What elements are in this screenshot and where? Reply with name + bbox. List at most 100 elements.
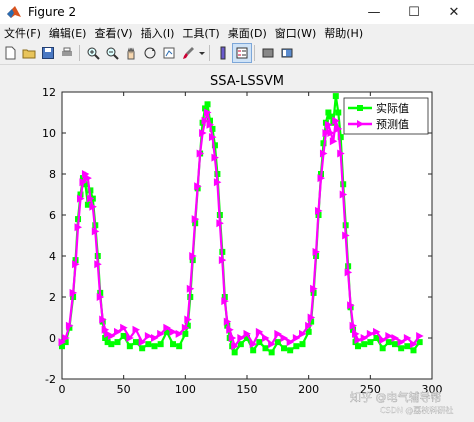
data-point-actual bbox=[145, 341, 152, 348]
zoom-out-icon[interactable] bbox=[103, 44, 121, 62]
x-tick-label: 250 bbox=[360, 383, 381, 396]
legend-icon[interactable] bbox=[232, 43, 252, 63]
colorbar-icon[interactable] bbox=[214, 44, 232, 62]
menu-view[interactable]: 查看(V) bbox=[94, 27, 133, 40]
data-point-predicted bbox=[280, 334, 288, 342]
data-point-actual bbox=[287, 347, 294, 354]
toolbar-separator bbox=[209, 45, 210, 61]
data-point-predicted bbox=[94, 260, 102, 269]
figure-canvas: SSA-LSSVM 0 50 100 150 200 250 300 -2 0 2 4 6 8 10 12 … bbox=[0, 65, 474, 419]
data-point-predicted bbox=[329, 137, 338, 146]
data-point-predicted bbox=[213, 178, 222, 187]
legend-marker-predicted bbox=[357, 120, 364, 128]
data-point-actual bbox=[82, 181, 89, 188]
data-point-predicted bbox=[317, 174, 325, 183]
data-point-predicted bbox=[344, 268, 353, 277]
data-point-actual bbox=[182, 330, 189, 337]
data-point-predicted bbox=[138, 338, 147, 347]
menu-edit[interactable]: 编辑(E) bbox=[48, 27, 87, 40]
data-point-predicted bbox=[354, 336, 362, 345]
menu-tools[interactable]: 工具(T) bbox=[182, 27, 220, 40]
legend-label-predicted: 预测值 bbox=[376, 118, 409, 131]
data-point-predicted bbox=[99, 315, 107, 324]
data-point-actual bbox=[170, 341, 176, 348]
legend-box bbox=[343, 97, 429, 135]
data-point-predicted bbox=[86, 194, 95, 203]
data-point-actual bbox=[224, 322, 231, 329]
data-point-actual bbox=[104, 339, 111, 346]
rotate-3d-icon[interactable] bbox=[141, 44, 159, 62]
data-point-predicted bbox=[196, 149, 205, 158]
data-point-predicted bbox=[366, 329, 375, 338]
x-tick-label: 50 bbox=[117, 383, 131, 396]
minimize-button[interactable]: — bbox=[367, 4, 381, 20]
data-point-predicted bbox=[191, 215, 200, 224]
menu-file[interactable]: 文件(F) bbox=[4, 27, 41, 40]
data-point-predicted bbox=[96, 293, 105, 301]
window-title: Figure 2 bbox=[28, 5, 77, 19]
show-plot-tools-icon[interactable] bbox=[278, 44, 296, 62]
data-point-predicted bbox=[69, 288, 78, 297]
data-point-actual bbox=[102, 335, 109, 341]
figure-toolbar bbox=[0, 42, 474, 65]
chart-svg: SSA-LSSVM 0 50 100 150 200 250 300-2024681012 … bbox=[42, 74, 453, 415]
y-tick-label: 10 bbox=[42, 127, 56, 140]
toolbar-separator bbox=[79, 45, 80, 61]
data-point-actual bbox=[410, 347, 417, 354]
data-point-predicted bbox=[322, 129, 330, 137]
data-point-predicted bbox=[334, 124, 343, 133]
print-icon[interactable] bbox=[58, 44, 76, 62]
data-point-predicted bbox=[342, 231, 350, 240]
data-point-actual bbox=[244, 335, 250, 341]
data-point-predicted bbox=[126, 334, 134, 342]
data-point-predicted bbox=[199, 129, 207, 137]
zoom-in-icon[interactable] bbox=[84, 44, 102, 62]
data-point-actual bbox=[320, 140, 327, 147]
data-point-actual bbox=[325, 109, 332, 116]
data-point-predicted bbox=[255, 327, 264, 336]
data-point-predicted bbox=[292, 334, 301, 342]
data-point-predicted bbox=[305, 321, 313, 330]
legend-marker-actual bbox=[357, 105, 363, 111]
data-point-predicted bbox=[319, 149, 328, 158]
data-point-actual bbox=[404, 343, 411, 350]
data-point-predicted bbox=[132, 325, 140, 334]
data-point-actual bbox=[262, 345, 269, 352]
menu-window[interactable]: 窗口(W) bbox=[274, 27, 317, 40]
data-point-actual bbox=[332, 93, 339, 100]
y-tick-label: 12 bbox=[42, 86, 56, 99]
menu-desktop[interactable]: 桌面(D) bbox=[227, 27, 267, 40]
data-point-predicted bbox=[58, 338, 66, 347]
new-file-icon[interactable] bbox=[1, 44, 19, 62]
data-point-actual bbox=[211, 142, 218, 149]
menu-help[interactable]: 帮助(H) bbox=[324, 27, 364, 40]
y-tick-label: -2 bbox=[45, 373, 56, 386]
close-button[interactable]: ✕ bbox=[448, 4, 460, 20]
menu-bar: 文件(F) 编辑(E) 查看(V) 插入(I) 工具(T) 桌面(D) 窗口(W… bbox=[0, 24, 474, 42]
brush-icon[interactable] bbox=[179, 44, 197, 62]
data-point-predicted bbox=[65, 321, 74, 330]
data-point-actual bbox=[163, 328, 170, 335]
dropdown-arrow-icon[interactable] bbox=[198, 44, 206, 62]
y-tick-label: 6 bbox=[49, 209, 56, 222]
data-point-predicted bbox=[349, 321, 358, 330]
matlab-logo-icon bbox=[6, 4, 22, 20]
data-point-predicted bbox=[186, 284, 195, 293]
maximize-button[interactable]: ☐ bbox=[408, 4, 420, 20]
hide-plot-tools-icon[interactable] bbox=[259, 44, 277, 62]
data-point-predicted bbox=[274, 329, 282, 338]
save-icon[interactable] bbox=[39, 44, 57, 62]
data-point-predicted bbox=[226, 325, 234, 334]
y-tick-label: 2 bbox=[49, 291, 56, 304]
data-point-predicted bbox=[81, 170, 90, 178]
data-point-actual bbox=[308, 318, 315, 325]
y-tick-label: 8 bbox=[49, 168, 56, 181]
pan-hand-icon[interactable] bbox=[122, 44, 140, 62]
data-cursor-icon[interactable] bbox=[160, 44, 178, 62]
open-folder-icon[interactable] bbox=[20, 44, 38, 62]
data-point-predicted bbox=[410, 340, 418, 349]
window-titlebar: Figure 2 — ☐ ✕ bbox=[0, 0, 474, 24]
data-point-predicted bbox=[184, 315, 192, 324]
data-point-predicted bbox=[237, 334, 245, 342]
menu-insert[interactable]: 插入(I) bbox=[140, 27, 175, 40]
